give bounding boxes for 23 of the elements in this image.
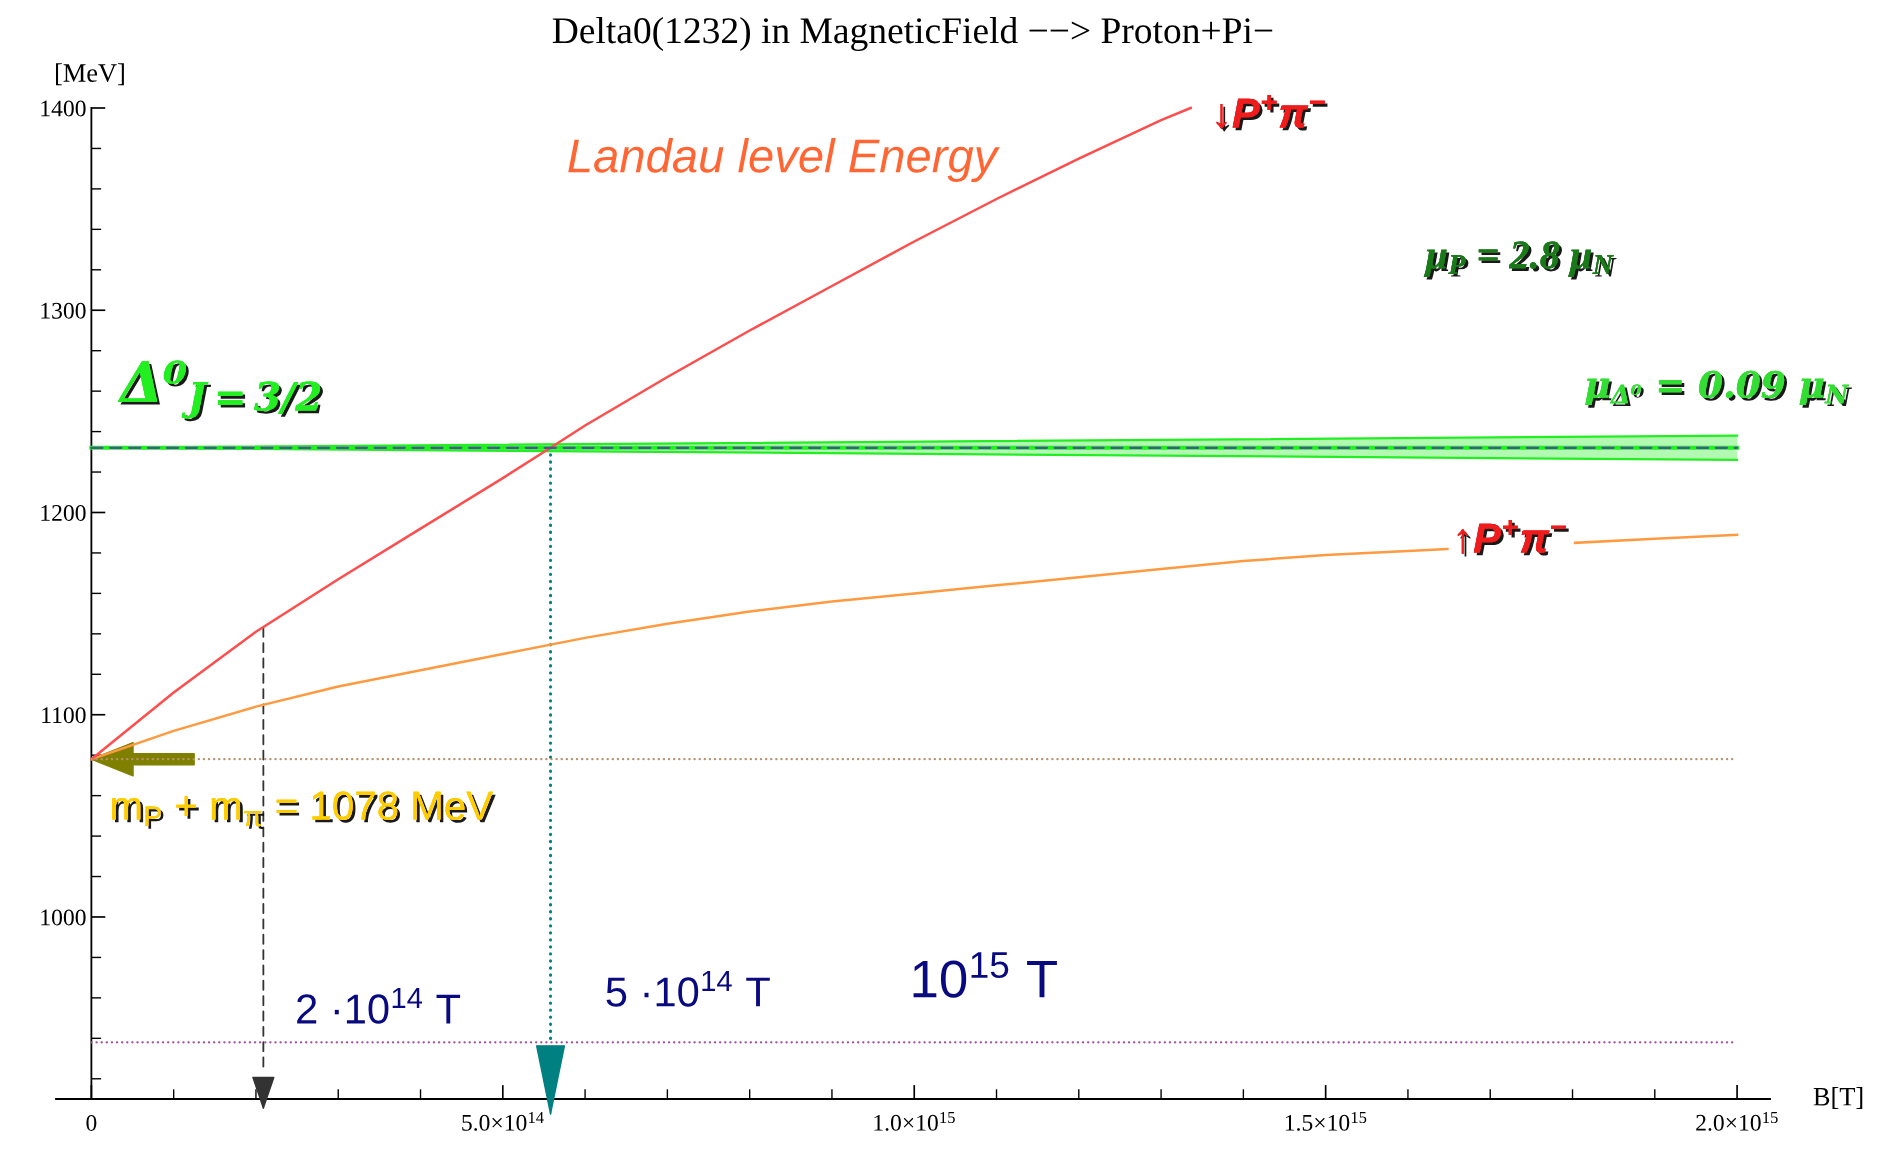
y-tick-label: 1300: [41, 302, 86, 319]
y-axis-title: [MeV]: [55, 63, 124, 86]
chart-title: Delta0(1232) in MagneticField −−> Proton+Pi−: [552, 16, 1273, 52]
x-tick-label: 2.0×10$^{15}$: [1696, 1112, 1778, 1131]
x-tick-label: 1.5×10$^{15}$: [1285, 1112, 1367, 1131]
annotation: μ$_{Δ⁰}$ = 0.09 μ$_{N}$: [1585, 370, 1852, 408]
annotation: ↑P$^{+}$π$^{−}$: [1457, 519, 1569, 557]
ref-line-label: m$_{P}$ + m$_{π}$ = 1078 MeV: [112, 791, 496, 830]
annotation: μ$_{P}$ = 2.8 μ$_{N}$: [1423, 241, 1617, 280]
y-tick-label: 1200: [41, 504, 86, 521]
annotation: Landau level Energy: [568, 138, 1000, 183]
y-tick-label: 1400: [41, 100, 86, 117]
y-tick-label: 1000: [41, 909, 86, 926]
x-tick-label: 1.0×10$^{15}$: [874, 1112, 955, 1131]
y-tick-label: 1100: [42, 707, 86, 724]
x-tick-label: 0: [86, 1114, 97, 1131]
annotation: 5 ·10$^{14}$ T: [606, 970, 770, 1007]
x-tick-label: 5.0×10$^{14}$: [462, 1112, 544, 1131]
annotation: 10$^{15}$ T: [913, 952, 1057, 998]
x-axis-title: B[T]: [1813, 1087, 1863, 1109]
annotation: ↓P$^{+}$π$^{−}$: [1216, 94, 1328, 132]
annotation: Δ⁰$_{J=3/2}$: [117, 360, 323, 422]
annotation: 2 ·10$^{14}$ T: [297, 987, 461, 1024]
